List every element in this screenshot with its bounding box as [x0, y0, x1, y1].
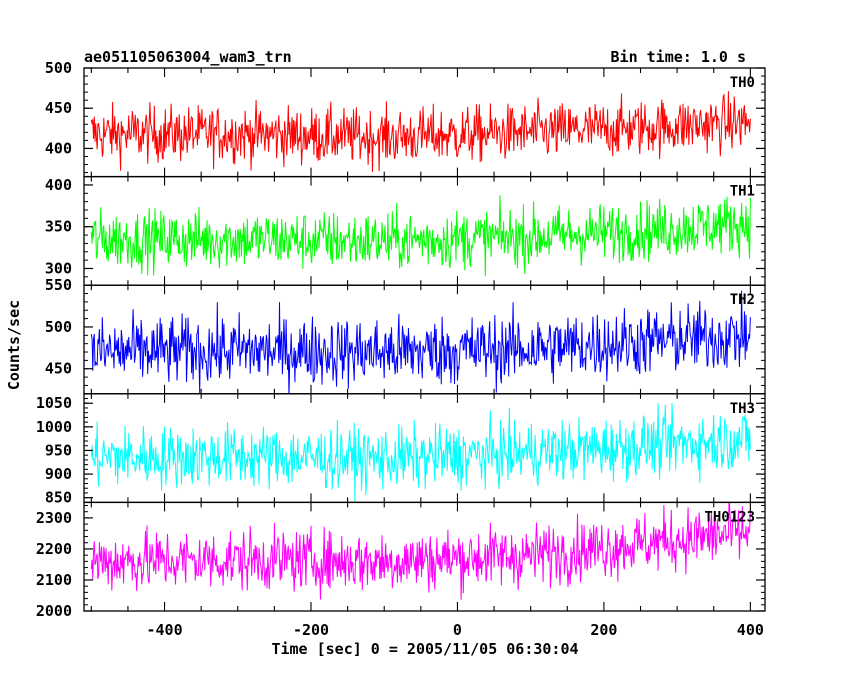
y-tick-label: 2200 — [36, 540, 72, 558]
series-line-th0123 — [90, 502, 751, 600]
panels-group: 400 450 500 TH0 300 350 400 TH1 450 500 550 TH2 850 9… — [36, 59, 766, 620]
panel-label-th0123: TH0123 — [704, 509, 755, 525]
series-line-th2 — [90, 290, 751, 394]
x-tick-label: -200 — [293, 621, 329, 639]
series-line-th3 — [90, 402, 751, 503]
y-tick-label: 400 — [45, 176, 72, 194]
y-tick-label: 2000 — [36, 602, 72, 620]
panel-label-th3: TH3 — [730, 401, 755, 417]
chart-title: ae051105063004_wam3_trn — [84, 48, 292, 66]
y-tick-label: 950 — [45, 441, 72, 459]
panel-label-th1: TH1 — [730, 184, 755, 200]
panel-th0123: 2000 2100 2200 2300 TH0123 — [36, 501, 766, 620]
y-tick-label: 1050 — [36, 394, 72, 412]
panel-label-th2: TH2 — [730, 292, 755, 308]
panel-th1: 300 350 400 TH1 — [45, 175, 766, 286]
y-tick-label: 450 — [45, 360, 72, 378]
panel-label-th0: TH0 — [730, 75, 755, 91]
y-tick-label: 900 — [45, 465, 72, 483]
x-tick-label: -400 — [146, 621, 182, 639]
y-tick-label: 550 — [45, 276, 72, 294]
panel-frame — [83, 175, 766, 286]
y-tick-label: 300 — [45, 259, 72, 277]
x-tick-label: 0 — [453, 621, 462, 639]
panel-frame — [83, 501, 766, 612]
series-line-th0 — [90, 91, 751, 172]
panel-th3: 850 900 950 1000 1050 TH3 — [36, 393, 766, 507]
y-tick-label: 1000 — [36, 418, 72, 436]
x-axis-label: Time [sec] 0 = 2005/11/05 06:30:04 — [271, 640, 578, 658]
panel-th0: 400 450 500 TH0 — [45, 59, 766, 178]
y-tick-label: 2300 — [36, 509, 72, 527]
y-tick-label: 500 — [45, 59, 72, 77]
panel-th2: 450 500 550 TH2 — [45, 276, 766, 395]
series-line-th1 — [90, 195, 751, 277]
y-tick-label: 450 — [45, 99, 72, 117]
bin-time-label: Bin time: 1.0 s — [611, 48, 746, 66]
y-tick-label: 400 — [45, 139, 72, 157]
y-tick-label: 2100 — [36, 571, 72, 589]
y-axis-label: Counts/sec — [5, 300, 23, 390]
y-tick-label: 350 — [45, 218, 72, 236]
x-tick-label: 200 — [590, 621, 617, 639]
x-tick-label: 400 — [737, 621, 764, 639]
y-tick-label: 500 — [45, 318, 72, 336]
y-tick-label: 850 — [45, 489, 72, 507]
x-axis: -400 -200 0 200 400 — [146, 621, 763, 639]
